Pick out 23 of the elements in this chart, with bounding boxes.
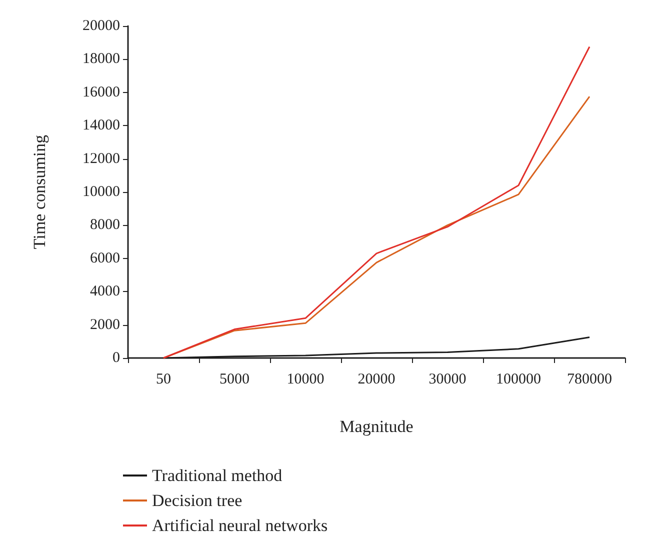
y-tick-label: 18000 bbox=[82, 51, 120, 68]
x-tick-label: 50 bbox=[156, 372, 171, 388]
y-axis-title: Time consuming bbox=[30, 134, 49, 250]
legend-label: Artificial neural networks bbox=[152, 516, 328, 535]
y-tick-label: 2000 bbox=[90, 316, 120, 333]
x-tick-label: 30000 bbox=[428, 372, 466, 388]
x-tick-label: 20000 bbox=[358, 372, 396, 388]
legend-label: Decision tree bbox=[152, 491, 242, 510]
x-axis-title: Magnitude bbox=[340, 417, 414, 436]
y-tick-label: 10000 bbox=[82, 184, 120, 200]
y-tick-label: 0 bbox=[112, 350, 120, 366]
x-tick-label: 100000 bbox=[496, 372, 541, 388]
y-tick-label: 6000 bbox=[90, 250, 120, 266]
x-tick-label: 10000 bbox=[286, 372, 324, 388]
y-tick-label: 20000 bbox=[82, 18, 120, 34]
y-tick-label: 12000 bbox=[82, 150, 120, 167]
legend-label: Traditional method bbox=[152, 466, 283, 485]
x-tick-label: 5000 bbox=[220, 372, 250, 388]
y-tick-label: 14000 bbox=[82, 118, 120, 134]
y-tick-label: 4000 bbox=[90, 284, 120, 300]
x-tick-label: 780000 bbox=[567, 372, 612, 388]
y-tick-label: 8000 bbox=[90, 217, 120, 234]
y-tick-label: 16000 bbox=[82, 84, 120, 100]
